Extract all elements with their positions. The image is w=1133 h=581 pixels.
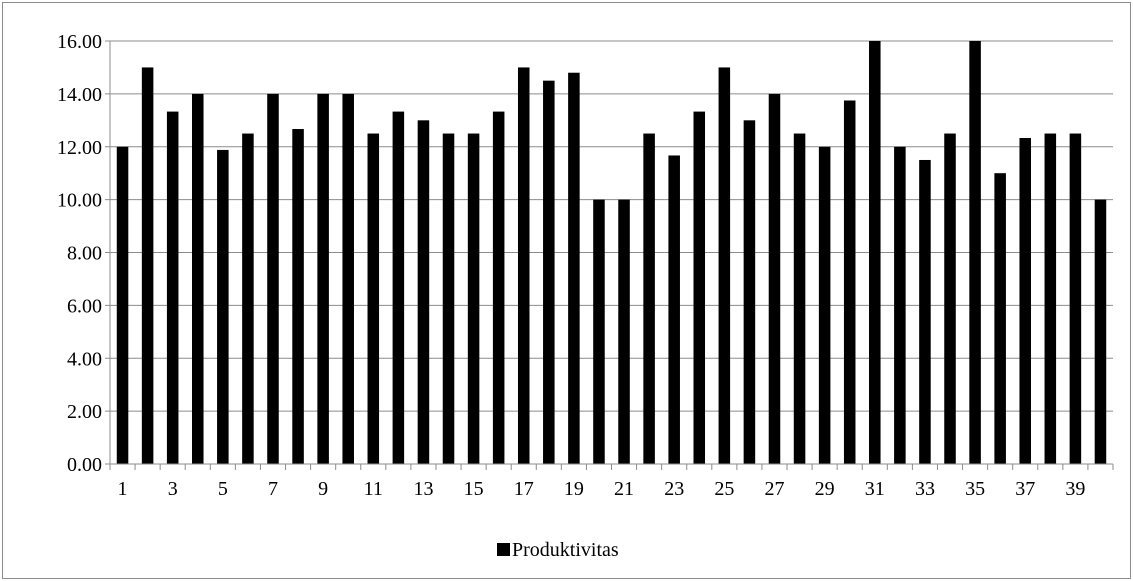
legend: Produktivitas [497,539,619,561]
x-tick-label: 13 [413,478,433,500]
x-tick-label: 3 [168,478,178,500]
x-tick-label: 23 [664,478,684,500]
y-tick-label: 8.00 [67,243,102,265]
x-tick-label: 5 [218,478,228,500]
bar [392,111,405,464]
x-tick-label: 11 [364,478,383,500]
bar [417,120,430,464]
gridlines [110,40,1113,412]
bar [517,67,530,464]
x-tick-label: 37 [1015,478,1035,500]
bar [793,133,806,464]
x-tick-label: 31 [865,478,885,500]
bar [1044,133,1057,464]
y-tick-label: 4.00 [67,348,102,370]
axes [105,40,1114,470]
x-tick-label: 35 [965,478,985,500]
x-tick-label: 9 [318,478,328,500]
bar [116,146,129,464]
bar [317,93,329,464]
y-axis-tick-labels: 0.00 2.00 4.00 6.00 8.00 10.00 12.00 14.00 16.00 [57,31,102,476]
x-tick-label: 39 [1065,478,1085,500]
bar [292,129,304,465]
bar [467,133,480,464]
x-tick-label: 33 [915,478,935,500]
x-tick-label: 17 [514,478,534,500]
bar [442,133,455,464]
x-tick-label: 1 [118,478,128,500]
x-tick-label: 27 [764,478,784,500]
bar [191,93,204,464]
bar [367,133,380,464]
bar [242,133,254,464]
bar [593,199,605,464]
y-tick-label: 16.00 [57,31,102,53]
bar [543,80,555,464]
x-tick-label: 19 [564,478,584,500]
bar [843,100,856,464]
x-axis-tick-labels: 1 3 5 7 9 11 13 15 17 19 21 23 25 27 29 31 33 35 37 39 [118,478,1086,500]
bar [818,146,831,464]
bar [618,199,630,464]
bar [267,93,279,464]
bar [919,159,931,464]
bar [492,111,505,464]
bar [217,149,229,465]
bar [743,120,756,464]
bar [1094,199,1107,464]
x-tick-label: 29 [815,478,835,500]
bar [718,67,731,464]
bar [944,133,956,464]
y-tick-label: 0.00 [67,454,102,476]
bar [1069,133,1082,464]
bar [166,111,179,464]
y-tick-label: 12.00 [57,137,102,159]
legend-label: Produktivitas [512,539,619,561]
bar [869,41,881,464]
bar [693,111,706,464]
bar [1019,138,1032,464]
x-tick-label: 25 [714,478,734,500]
bars [116,41,1107,465]
bar [994,173,1006,464]
x-tick-label: 15 [464,478,484,500]
y-tick-label: 2.00 [67,401,102,423]
bar [342,93,354,464]
bar [643,133,655,464]
bar [894,146,906,464]
y-tick-label: 10.00 [57,190,102,212]
x-tick-label: 21 [614,478,634,500]
bar [768,93,781,464]
y-tick-label: 14.00 [57,84,102,106]
y-tick-label: 6.00 [67,295,102,317]
bar [568,72,580,464]
x-tick-label: 7 [268,478,278,500]
legend-swatch [497,543,510,556]
bar [969,41,981,464]
bar [141,67,154,464]
bar [668,155,680,465]
